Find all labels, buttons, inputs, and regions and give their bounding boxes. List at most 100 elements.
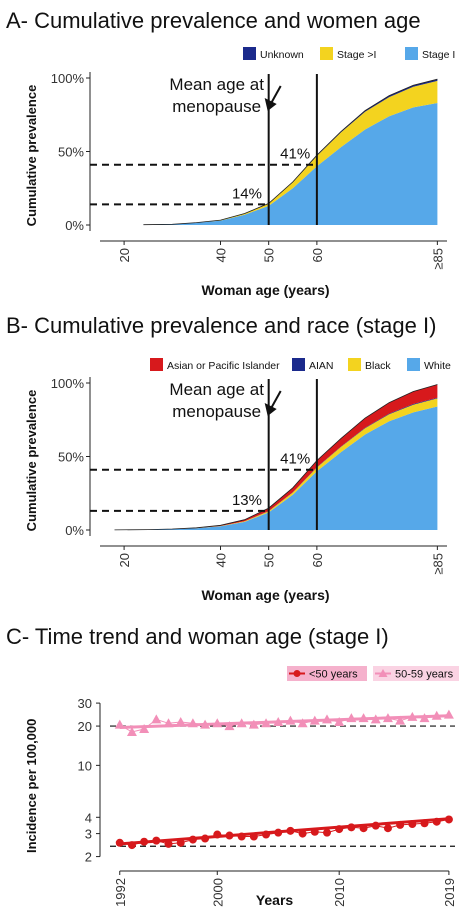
x-tick-label-3: 60 (310, 248, 325, 262)
point-50-59-2014 (382, 713, 393, 723)
legend-box-1 (373, 666, 459, 681)
point-under50-2006 (286, 826, 295, 835)
point-under50-1992 (115, 838, 124, 847)
point-under50-2013 (371, 821, 380, 830)
point-under50-1999 (201, 834, 210, 843)
legend-box-0 (287, 666, 367, 681)
point-under50-2004 (262, 830, 271, 839)
x-tick-label-1: 40 (213, 248, 228, 262)
legend-label-1: AIAN (309, 360, 334, 372)
point-50-59-1994 (139, 723, 150, 733)
point-under50-2015 (396, 820, 405, 829)
point-under50-2011 (347, 823, 356, 832)
legend-label-2: Stage I (422, 49, 455, 61)
legend-swatch-0 (243, 47, 256, 60)
mean-age-text-1: Mean age at (169, 380, 264, 399)
y-axis-label: Cumulative prevalence (24, 85, 39, 227)
panel-a-title: A- Cumulative prevalence and women age (6, 8, 421, 33)
point-under50-2014 (383, 824, 392, 833)
x-tick-label-1: 2000 (210, 878, 225, 907)
area-white (114, 406, 438, 530)
point-under50-2018 (432, 817, 441, 826)
legend-label-2: Black (365, 360, 391, 372)
area-stage-i (143, 80, 438, 225)
point-50-59-1998 (187, 718, 198, 728)
y-axis-label: Incidence per 100,000 (24, 719, 39, 853)
point-under50-2002 (237, 832, 246, 841)
point-50-59-2008 (309, 715, 320, 725)
mean-age-text-2: menopause (172, 402, 261, 421)
hline-label-1: 41% (280, 451, 310, 468)
panel-c: C- Time trend and woman age (stage I) <5… (0, 612, 474, 909)
mean-age-text-1: Mean age at (169, 75, 264, 94)
x-tick-label-4: ≥85 (430, 248, 445, 270)
series-line-1 (119, 714, 449, 733)
legend-marker-0 (293, 670, 301, 677)
point-under50-2003 (249, 832, 258, 841)
panel-c-chart: <50 years 50-59 years 2 3 4 10 20 30 1992 2000 201… (24, 666, 459, 908)
point-50-59-2003 (248, 719, 259, 729)
x-tick-label-1: 40 (213, 553, 228, 567)
point-under50-1998 (188, 835, 197, 844)
legend-label-1: 50-59 years (395, 669, 454, 681)
legend-swatch-1 (320, 47, 333, 60)
point-50-59-2000 (212, 718, 223, 728)
point-50-59-2002 (236, 718, 247, 728)
point-under50-1994 (140, 837, 149, 846)
y-tick-label-1: 3 (85, 827, 92, 842)
arrow-shaft (269, 85, 282, 105)
y-tick-label-4: 20 (78, 719, 92, 734)
panel-a-chart: Unknown Stage >I Stage I 0% 50% 100% 20 40 50 60 ≥… (24, 47, 455, 298)
x-tick-label-2: 2010 (332, 878, 347, 907)
point-50-59-2009 (321, 714, 332, 724)
x-axis-label: Woman age (years) (201, 587, 329, 603)
point-50-59-1995 (151, 714, 162, 724)
x-axis-label: Woman age (years) (201, 282, 329, 298)
x-tick-label-0: 20 (117, 248, 132, 262)
point-50-59-2006 (285, 715, 296, 725)
point-50-59-2019 (443, 709, 454, 719)
legend-swatch-0 (150, 358, 163, 371)
point-under50-1997 (176, 838, 185, 847)
point-50-59-2004 (261, 718, 272, 728)
area-asian-or-pacific-islander (114, 384, 438, 530)
point-under50-2019 (444, 815, 453, 824)
panel-c-title: C- Time trend and woman age (stage I) (6, 624, 389, 649)
legend-label-1: Stage >I (337, 49, 376, 61)
point-50-59-2012 (358, 713, 369, 723)
point-under50-2007 (298, 829, 307, 838)
point-under50-2005 (274, 828, 283, 837)
point-under50-2016 (408, 820, 417, 829)
x-tick-label-3: 2019 (442, 878, 457, 907)
y-tick-label-0: 2 (85, 850, 92, 865)
legend-label-0: Asian or Pacific Islander (167, 360, 280, 372)
panel-b-chart: Asian or Pacific Islander AIAN Black White 0… (24, 358, 451, 603)
point-50-59-2011 (346, 713, 357, 723)
x-axis-label: Years (256, 892, 294, 908)
point-under50-2000 (213, 830, 222, 839)
arrow-head (264, 98, 277, 111)
y-tick-label-2: 100% (51, 71, 85, 86)
point-50-59-2001 (224, 721, 235, 731)
point-50-59-2015 (395, 715, 406, 725)
legend-swatch-3 (407, 358, 420, 371)
total-outline (143, 78, 438, 226)
panel-a: A- Cumulative prevalence and women age U… (0, 0, 474, 300)
hline-label-0: 13% (232, 492, 262, 509)
legend-marker-1 (378, 669, 388, 677)
total-outline (114, 384, 438, 531)
point-under50-1993 (127, 841, 136, 850)
x-tick-label-0: 20 (117, 553, 132, 567)
y-tick-label-5: 30 (78, 696, 92, 711)
point-50-59-2018 (431, 710, 442, 720)
y-tick-label-2: 100% (51, 376, 85, 391)
point-under50-2008 (310, 827, 319, 836)
point-50-59-1993 (126, 727, 137, 737)
mean-age-text-2: menopause (172, 97, 261, 116)
y-tick-label-1: 50% (58, 145, 84, 160)
panel-b: B- Cumulative prevalence and race (stage… (0, 305, 474, 610)
point-50-59-1997 (175, 716, 186, 726)
point-50-59-2017 (419, 713, 430, 723)
point-under50-2017 (420, 819, 429, 828)
legend-label-3: White (424, 360, 451, 372)
